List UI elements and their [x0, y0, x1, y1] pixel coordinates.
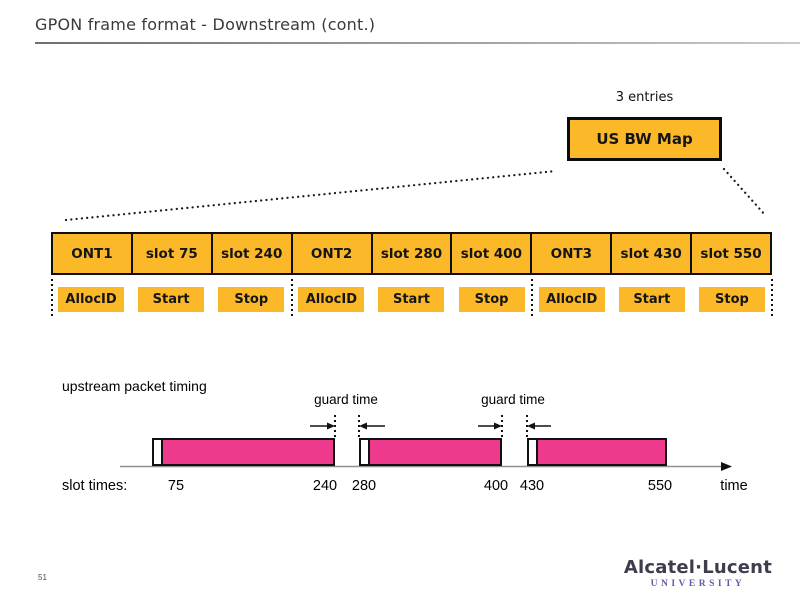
slot-time-400: 400: [483, 478, 509, 494]
connector-dotted-right: [722, 167, 768, 218]
time-axis-label: time: [720, 478, 748, 494]
field-stop-2: Stop: [458, 287, 525, 312]
guard-arrowhead-1: [327, 422, 335, 430]
burst-bar-3: [527, 438, 667, 466]
cell-slot-240: slot 240: [210, 234, 291, 273]
burst-bar-1: [152, 438, 335, 466]
field-stop-3: Stop: [698, 287, 765, 312]
cell-ont1: ONT1: [53, 234, 131, 273]
guard-arrowhead-3: [494, 422, 502, 430]
title-divider: [35, 42, 800, 44]
connector-dotted-left: [64, 169, 558, 222]
entries-count-label: 3 entries: [615, 90, 674, 105]
burst-bar-2: [359, 438, 502, 466]
field-start-3: Start: [618, 287, 685, 312]
time-axis-arrowhead: [721, 462, 732, 471]
preamble-slot-1: [154, 440, 163, 464]
slot-time-75: 75: [167, 478, 185, 494]
guard-time-label-2: guard time: [481, 392, 545, 407]
guard-arrowhead-2: [359, 422, 367, 430]
cell-ont3: ONT3: [530, 234, 611, 273]
field-start-1: Start: [138, 287, 205, 312]
field-allocid-2: AllocID: [298, 287, 365, 312]
page-title: GPON frame format - Downstream (cont.): [35, 15, 376, 34]
logo-brand-text: Alcatel·Lucent: [623, 557, 772, 578]
alcatel-lucent-logo: Alcatel·Lucent UNIVERSITY: [624, 557, 772, 589]
cell-slot-400: slot 400: [450, 234, 531, 273]
slot-time-430: 430: [519, 478, 545, 494]
slot-time-550: 550: [647, 478, 673, 494]
cell-ont2: ONT2: [290, 234, 371, 273]
preamble-slot-2: [361, 440, 370, 464]
cell-slot-280: slot 280: [370, 234, 451, 273]
preamble-slot-3: [529, 440, 538, 464]
upstream-timing-label: upstream packet timing: [62, 378, 207, 394]
guard-time-label-1: guard time: [314, 392, 378, 407]
entry-fields-row: AllocID Start Stop AllocID Start Stop Al…: [51, 287, 772, 312]
logo-university-text: UNIVERSITY: [650, 579, 746, 589]
page-number: 51: [38, 573, 47, 582]
cell-slot-430: slot 430: [610, 234, 691, 273]
cell-slot-550: slot 550: [690, 234, 771, 273]
cell-slot-75: slot 75: [130, 234, 211, 273]
slot-times-label: slot times:: [62, 478, 128, 494]
slot-time-280: 280: [351, 478, 377, 494]
guard-arrowhead-4: [527, 422, 535, 430]
field-allocid-3: AllocID: [538, 287, 605, 312]
field-start-2: Start: [378, 287, 445, 312]
slot-time-240: 240: [312, 478, 338, 494]
bw-map-entries-row: ONT1 slot 75 slot 240 ONT2 slot 280 slot…: [51, 232, 772, 275]
us-bw-map-box: US BW Map: [567, 117, 722, 161]
field-allocid-1: AllocID: [58, 287, 125, 312]
field-stop-1: Stop: [218, 287, 285, 312]
